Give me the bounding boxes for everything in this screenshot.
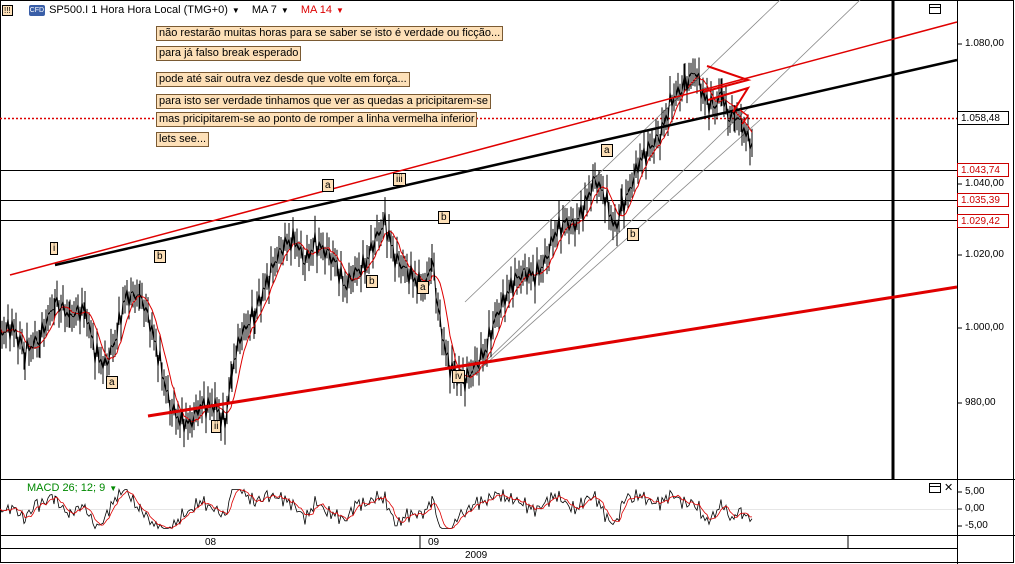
y-tick-1000: 1.000,00 [965, 322, 1004, 333]
macd-label[interactable]: MACD 26; 12; 9 [27, 482, 106, 494]
macd-maximize-icon[interactable] [929, 483, 941, 493]
current-price-value: 1.058,48 [961, 113, 1000, 124]
macd-dropdown-icon[interactable]: ▼ [109, 483, 118, 493]
ma7-label[interactable]: MA 7 [251, 4, 277, 16]
y-tick-1020: 1.020,00 [965, 249, 1004, 260]
note-5: mas pricipitarem-se ao ponto de romper a… [156, 112, 478, 127]
maximize-pane-icon[interactable] [929, 4, 941, 14]
wave-label-b2: b [366, 275, 378, 288]
wave-label-a2: a [322, 179, 334, 192]
note-1: não restarão muitas horas para se saber … [156, 26, 504, 41]
corner-badge: !!! [2, 4, 13, 16]
wave-label-a3: a [417, 281, 429, 294]
x-label-08: 08 [205, 537, 217, 548]
wave-label-a1: a [106, 376, 118, 389]
macd-close-icon[interactable]: ✕ [944, 482, 954, 494]
x-label-09: 09 [428, 537, 440, 548]
black-trendline [54, 58, 958, 267]
current-price-box: 1.058,48 [957, 111, 1009, 125]
macd-signal-line [0, 489, 752, 529]
chart-header: !!! CFD SP500.I 1 Hora Hora Local (TMG+0… [2, 2, 344, 18]
wave-label-b3: b [438, 211, 450, 224]
ma14-label[interactable]: MA 14 [300, 4, 332, 16]
y-tick-1080: 1.080,00 [965, 38, 1004, 49]
symbol-title[interactable]: SP500.I 1 Hora Hora Local (TMG+0) [49, 4, 228, 16]
x-label-year: 2009 [465, 550, 488, 561]
symbol-dropdown-icon[interactable]: ▼ [231, 5, 240, 15]
breakout-arrow [739, 109, 750, 125]
ma14-line [0, 76, 753, 423]
wave-label-ii: ii [211, 420, 222, 433]
level-box-1035: 1.035,39 [957, 193, 1009, 207]
triangle-pattern-lower [707, 86, 751, 113]
note-6: lets see... [156, 132, 210, 147]
level-box-1029: 1.029,42 [957, 214, 1009, 228]
cfd-logo: CFD [28, 4, 46, 16]
wave-label-b1: b [154, 250, 166, 263]
triangle-pattern-upper [702, 65, 752, 93]
macd-line [0, 487, 753, 530]
y-tick-980: 980,00 [965, 397, 996, 408]
wave-label-iv: iv [452, 370, 466, 383]
level-value-1043: 1.043,74 [961, 165, 1000, 176]
level-value-1029: 1.029,42 [961, 216, 1000, 227]
macd-tick-5: 5,00 [965, 486, 985, 497]
price-axis-ticks [957, 43, 962, 527]
wave-label-i: i [50, 242, 59, 255]
level-box-1043: 1.043,74 [957, 163, 1009, 177]
macd-tick-neg5: -5,00 [965, 520, 988, 531]
wave-label-iii: iii [393, 173, 406, 186]
channel-line-upper [464, 0, 781, 303]
ma14-dropdown-icon[interactable]: ▼ [336, 5, 344, 15]
y-tick-1040: 1.040,00 [965, 178, 1004, 189]
channel-line-middle [484, 0, 861, 363]
wave-label-b4: b [627, 228, 639, 241]
wave-label-a4: a [601, 144, 613, 157]
level-value-1035: 1.035,39 [961, 195, 1000, 206]
price-line [0, 72, 753, 433]
red-upper-trendline [9, 21, 958, 276]
note-2: para já falso break esperado [156, 46, 302, 61]
note-4: para isto ser verdade tinhamos que ver a… [156, 94, 491, 109]
red-lower-trendline [147, 285, 958, 418]
note-3: pode até sair outra vez desde que volte … [156, 72, 410, 87]
ma7-dropdown-icon[interactable]: ▼ [280, 5, 289, 15]
macd-tick-0: 0,00 [965, 503, 985, 514]
channel-line-lower [469, 119, 761, 379]
macd-header: MACD 26; 12; 9 ▼ [27, 482, 117, 494]
